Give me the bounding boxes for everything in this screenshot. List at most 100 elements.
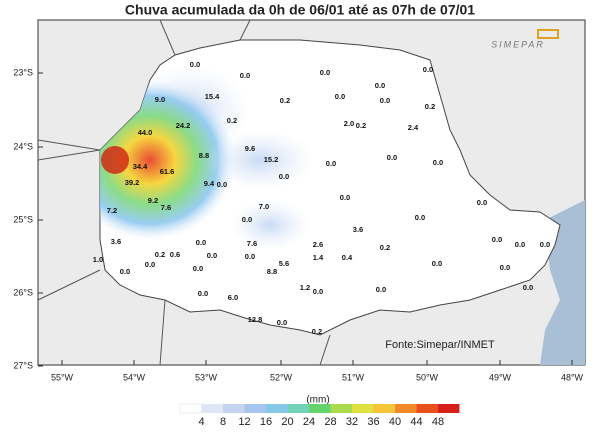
station-value: 0.0	[242, 215, 252, 224]
lat-label: 24°S	[13, 141, 33, 151]
rain-area	[205, 130, 315, 190]
colorbar-label: 24	[303, 416, 315, 428]
station-value: 0.2	[227, 116, 237, 125]
station-value: 24.2	[176, 121, 191, 130]
colorbar-label: 44	[410, 416, 422, 428]
station-value: 0.6	[170, 250, 180, 259]
legend-unit: (mm)	[306, 395, 329, 406]
lat-label: 25°S	[13, 214, 33, 224]
border	[37, 19, 331, 366]
lat-label: 27°S	[13, 360, 33, 370]
station-value: 34.4	[133, 162, 148, 171]
colorbar-start	[179, 403, 202, 414]
lon-label: 53°W	[195, 372, 218, 382]
station-value: 7.0	[259, 202, 269, 211]
station-value: 0.0	[340, 193, 350, 202]
station-value: 2.0	[344, 119, 354, 128]
station-value: 0.0	[387, 153, 397, 162]
colorbar-swatch	[244, 404, 266, 413]
station-value: 0.0	[540, 240, 550, 249]
colorbar-swatch	[223, 404, 245, 413]
station-value: 0.2	[425, 102, 435, 111]
colorbar-label: 8	[220, 416, 226, 428]
station-value: 0.0	[196, 238, 206, 247]
colorbar-label: 20	[281, 416, 293, 428]
colorbar-swatch	[352, 404, 374, 413]
colorbar-swatch	[373, 404, 395, 413]
station-value: 0.0	[515, 240, 525, 249]
station-value: 0.0	[432, 259, 442, 268]
colorbar-swatch	[309, 404, 331, 413]
station-value: 0.0	[277, 318, 287, 327]
colorbar-label: 16	[260, 416, 272, 428]
lon-label: 55°W	[51, 372, 74, 382]
station-value: 2.6	[313, 240, 323, 249]
colorbar-label: 40	[389, 416, 401, 428]
station-value: 3.6	[111, 237, 121, 246]
rain-area	[230, 200, 310, 250]
station-value: 9.0	[155, 95, 165, 104]
station-value: 0.0	[335, 92, 345, 101]
station-value: 0.0	[279, 172, 289, 181]
station-value: 0.2	[155, 250, 165, 259]
lat-label: 23°S	[13, 67, 33, 77]
station-value: 0.0	[433, 158, 443, 167]
station-value: 7.2	[107, 206, 117, 215]
rain-area	[101, 146, 129, 174]
colorbar-swatch	[287, 404, 309, 413]
station-value: 7.6	[247, 239, 257, 248]
station-value: 0.0	[380, 96, 390, 105]
logo-icon	[537, 29, 559, 39]
lon-label: 50°W	[416, 372, 439, 382]
station-value: 15.4	[205, 92, 220, 101]
station-value: 3.6	[353, 225, 363, 234]
station-value: 0.2	[280, 96, 290, 105]
station-value: 0.0	[245, 252, 255, 261]
lon-label: 51°W	[342, 372, 365, 382]
station-value: 0.2	[356, 121, 366, 130]
station-value: 7.6	[161, 203, 171, 212]
station-value: 15.2	[264, 155, 279, 164]
station-value: 0.0	[240, 71, 250, 80]
station-value: 1.4	[313, 253, 324, 262]
colorbar-label: 28	[324, 416, 336, 428]
station-value: 0.4	[342, 253, 353, 262]
station-value: 1.2	[300, 283, 310, 292]
station-value: 0.0	[523, 283, 533, 292]
station-value: 0.2	[312, 327, 322, 336]
logo: SIMEPAR	[491, 39, 545, 49]
station-value: 0.0	[477, 198, 487, 207]
station-value: 0.0	[190, 60, 200, 69]
lon-label: 49°W	[489, 372, 512, 382]
station-value: 8.8	[267, 267, 277, 276]
station-value: 0.0	[423, 65, 433, 74]
colorbar-swatch	[416, 404, 438, 413]
station-value: 6.0	[228, 293, 238, 302]
station-value: 0.0	[415, 213, 425, 222]
source: Fonte:Simepar/INMET	[385, 339, 495, 351]
station-value: 0.0	[145, 260, 155, 269]
colorbar-label: 36	[367, 416, 379, 428]
station-value: 0.0	[492, 235, 502, 244]
station-value: 9.4	[204, 179, 215, 188]
station-value: 9.6	[245, 144, 255, 153]
title: Chuva acumulada da 0h de 06/01 até as 07…	[125, 2, 475, 18]
station-value: 0.0	[198, 289, 208, 298]
station-value: 0.0	[193, 264, 203, 273]
station-value: 44.0	[138, 128, 153, 137]
station-value: 0.0	[207, 251, 217, 260]
colorbar-label: 4	[198, 416, 204, 428]
station-value: 0.2	[380, 243, 390, 252]
station-value: 61.6	[160, 167, 175, 176]
lon-label: 48°W	[561, 372, 584, 382]
station-value: 12.8	[248, 315, 263, 324]
colorbar-swatch	[201, 404, 223, 413]
colorbar-swatch	[438, 404, 460, 413]
station-value: 0.0	[320, 68, 330, 77]
station-value: 8.8	[199, 151, 209, 160]
station-value: 1.0	[93, 255, 103, 264]
colorbar-label: 48	[432, 416, 444, 428]
lat-label: 26°S	[13, 287, 33, 297]
colorbar-swatch	[330, 404, 352, 413]
